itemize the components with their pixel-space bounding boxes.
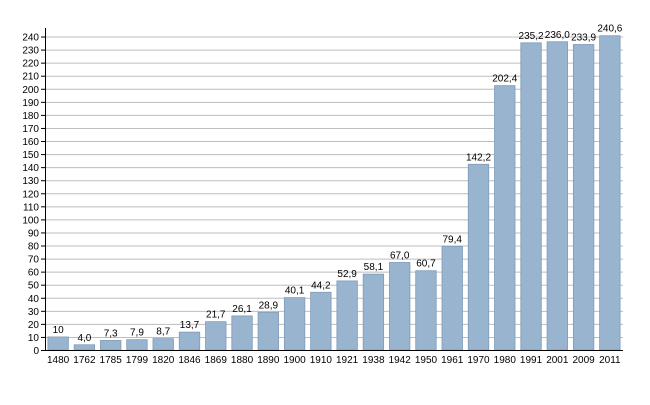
y-tick-label: 160 (22, 137, 39, 148)
y-tick-label: 190 (22, 98, 39, 109)
y-tick-labels: 0 10 20 30 40 50 60 70 80 90 100 110 120 130 140 150 160… (22, 33, 39, 357)
y-tick-label: 180 (22, 111, 39, 122)
x-tick-label: 1880 (231, 355, 254, 366)
data-label: 235,2 (519, 31, 544, 42)
data-label: 28,9 (259, 300, 279, 311)
x-tick-label: 1762 (73, 355, 96, 366)
data-label: 52,9 (337, 269, 357, 280)
x-tick-label: 1785 (100, 355, 123, 366)
y-tick-label: 60 (28, 268, 40, 279)
y-tick-label: 10 (28, 333, 40, 344)
x-tick-label: 1938 (362, 355, 385, 366)
bar (205, 321, 227, 351)
bar (178, 331, 201, 351)
data-label: 4,0 (77, 333, 91, 344)
data-label: 67,0 (390, 250, 410, 261)
x-tick-label: 1480 (47, 355, 70, 366)
y-tick-label: 80 (28, 242, 40, 253)
x-tick-label: 1921 (336, 355, 359, 366)
x-tick-label: 1799 (126, 355, 149, 366)
bar (310, 291, 332, 351)
x-tick-label: 1846 (178, 355, 201, 366)
bar (599, 35, 621, 351)
bar (546, 41, 568, 351)
y-tick-label: 200 (22, 85, 39, 96)
y-tick-label: 0 (33, 346, 39, 357)
y-tick-label: 90 (28, 228, 40, 239)
y-tick-label: 110 (23, 202, 39, 213)
y-tick-label: 20 (28, 320, 40, 331)
data-labels: 10 4,0 7,3 7,9 8,7 13,7 21,7 26,1 28,9 40,1 44,2 52… (53, 24, 623, 344)
axes (45, 28, 623, 351)
x-tick-label: 2011 (599, 355, 621, 366)
y-tick-label: 40 (28, 294, 40, 305)
y-tick-label: 170 (22, 124, 39, 135)
y-tick-label: 140 (22, 163, 39, 174)
data-label: 10 (53, 325, 65, 336)
bar (520, 42, 542, 351)
x-tick-label: 1890 (257, 355, 280, 366)
bar (73, 344, 96, 351)
bar (362, 273, 385, 351)
x-tick-label: 1820 (152, 355, 175, 366)
bar (257, 311, 279, 351)
bars (47, 35, 621, 351)
data-label: 60,7 (416, 259, 436, 270)
data-label: 236,0 (545, 30, 570, 41)
bar (126, 339, 148, 351)
y-tick-label: 100 (22, 215, 39, 226)
data-label: 40,1 (285, 286, 305, 297)
data-label: 79,4 (442, 234, 462, 245)
bar (231, 315, 253, 351)
bar (47, 336, 69, 351)
x-tick-label: 2001 (546, 355, 569, 366)
x-tick-label: 1991 (520, 355, 543, 366)
y-tick-label: 230 (22, 46, 39, 57)
x-tick-label: 1970 (467, 355, 490, 366)
x-tick-label: 1910 (310, 355, 333, 366)
data-label: 58,1 (364, 262, 384, 273)
bar (100, 340, 122, 351)
y-tick-label: 130 (22, 176, 39, 187)
bar (152, 338, 174, 351)
data-label: 44,2 (311, 280, 331, 291)
y-tick-label: 240 (22, 33, 39, 44)
x-tick-label: 1950 (415, 355, 438, 366)
data-label: 142,2 (466, 152, 491, 163)
y-tick-label: 50 (28, 281, 40, 292)
data-label: 7,3 (104, 328, 118, 339)
x-tick-label: 1980 (494, 355, 517, 366)
data-label: 21,7 (206, 310, 226, 321)
bar (283, 297, 306, 351)
bar (467, 163, 490, 351)
y-tick-label: 210 (22, 72, 39, 83)
x-tick-label: 2009 (572, 355, 595, 366)
y-tick-label: 120 (22, 189, 39, 200)
y-tick-label: 220 (22, 59, 39, 70)
data-label: 7,9 (130, 328, 144, 339)
data-label: 240,6 (597, 24, 622, 35)
data-label: 26,1 (232, 304, 252, 315)
bar (389, 262, 411, 351)
bar (336, 280, 358, 351)
bar (494, 85, 516, 351)
data-label: 8,7 (156, 327, 170, 338)
y-tick-label: 30 (28, 307, 40, 318)
data-label: 202,4 (492, 74, 517, 85)
data-label: 233,9 (571, 32, 596, 43)
bar (441, 245, 463, 351)
x-tick-label: 1961 (441, 355, 464, 366)
bar (415, 270, 437, 351)
x-tick-label: 1900 (283, 355, 306, 366)
y-tick-label: 70 (28, 255, 40, 266)
data-label: 13,7 (180, 320, 200, 331)
x-tick-labels: 1480 1762 1785 1799 1820 1846 1869 1880 1890 1900… (47, 355, 621, 366)
x-tick-label: 1942 (389, 355, 412, 366)
y-tick-label: 150 (22, 150, 39, 161)
x-tick-label: 1869 (205, 355, 228, 366)
bar (572, 44, 595, 351)
